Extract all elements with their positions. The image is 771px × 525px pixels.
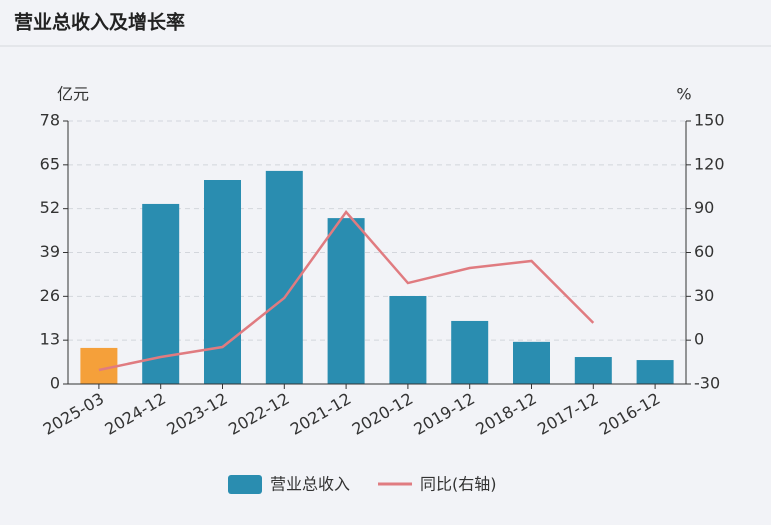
y-tick-label: 65 xyxy=(40,154,60,173)
bar xyxy=(636,360,674,384)
legend-swatch xyxy=(228,475,262,494)
y-tick-label: 0 xyxy=(50,374,60,393)
legend-label: 同比(右轴) xyxy=(420,475,497,494)
bar xyxy=(265,170,303,384)
y2-tick-label: 30 xyxy=(694,286,714,305)
bar xyxy=(574,357,612,384)
line xyxy=(98,210,595,372)
chart-title: 营业总收入及增长率 xyxy=(14,11,185,34)
y2-tick-label: 60 xyxy=(694,242,714,261)
y-tick-label: 78 xyxy=(40,111,60,130)
legend-label: 营业总收入 xyxy=(270,475,350,494)
bar xyxy=(389,295,427,384)
bar xyxy=(204,180,241,384)
y-tick-label: 13 xyxy=(40,330,60,349)
y-axis-label: 亿元 xyxy=(57,85,89,104)
bar xyxy=(513,341,550,384)
y2-axis-label: % xyxy=(676,85,691,104)
bar xyxy=(451,320,489,384)
y-tick-label: 26 xyxy=(40,286,60,305)
bar xyxy=(327,218,365,384)
y2-tick-label: 150 xyxy=(694,111,725,130)
bar xyxy=(80,347,118,384)
y2-tick-label: 90 xyxy=(694,198,714,217)
y-tick-label: 39 xyxy=(40,242,60,261)
y2-tick-label: 120 xyxy=(694,154,725,173)
y-tick-label: 52 xyxy=(40,198,60,217)
y2-tick-label: 0 xyxy=(694,330,704,349)
y2-tick-label: -30 xyxy=(694,374,720,393)
